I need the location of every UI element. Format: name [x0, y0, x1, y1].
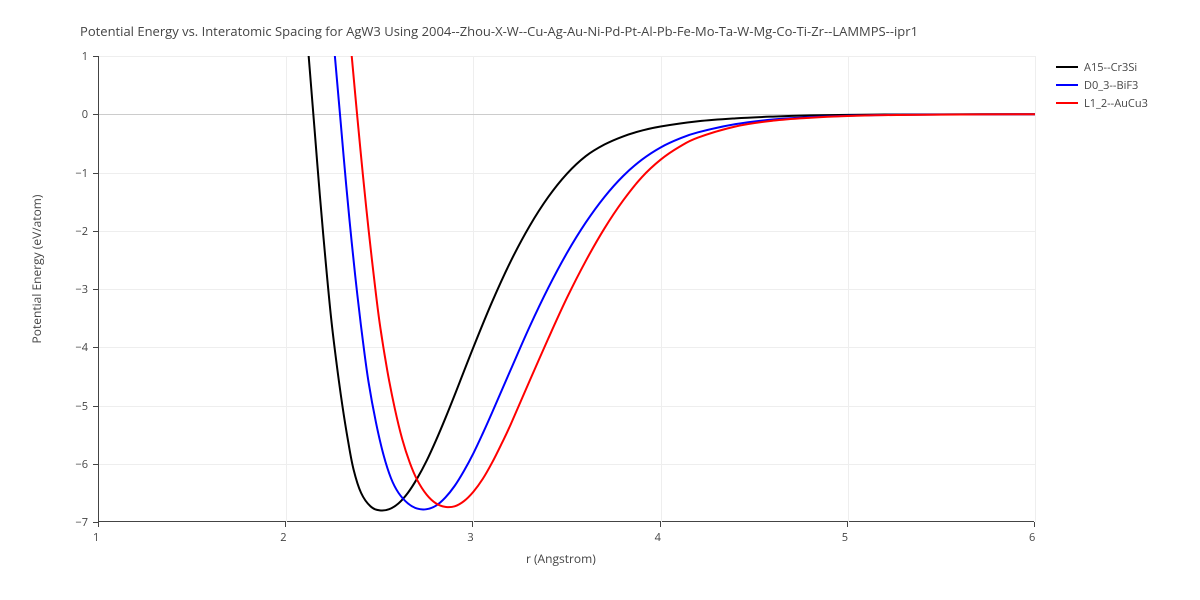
- y-tick-mark: [93, 406, 98, 407]
- y-tick-label: −7: [75, 515, 88, 530]
- legend-swatch: [1056, 84, 1078, 87]
- x-tick-mark: [847, 522, 848, 527]
- y-axis-label: Potential Energy (eV/atom): [28, 169, 45, 369]
- y-tick-mark: [93, 289, 98, 290]
- y-tick-mark: [93, 464, 98, 465]
- y-tick-label: 0: [82, 107, 88, 122]
- series-A15--Cr3Si: [309, 56, 1035, 511]
- y-tick-label: −6: [75, 457, 88, 472]
- legend-swatch: [1056, 102, 1078, 105]
- x-gridline: [1035, 56, 1036, 522]
- x-tick-label: 4: [655, 530, 661, 545]
- x-tick-mark: [285, 522, 286, 527]
- chart-title: Potential Energy vs. Interatomic Spacing…: [80, 22, 918, 40]
- legend: A15--Cr3Si D0_3--BiF3 L1_2--AuCu3: [1056, 58, 1148, 112]
- curves-svg: [99, 56, 1035, 522]
- x-tick-label: 3: [467, 530, 473, 545]
- plot-area: [98, 56, 1034, 522]
- x-tick-mark: [98, 522, 99, 527]
- x-tick-label: 1: [93, 530, 99, 545]
- x-tick-mark: [472, 522, 473, 527]
- x-tick-mark: [660, 522, 661, 527]
- legend-swatch: [1056, 66, 1078, 69]
- series-D0_3--BiF3: [335, 56, 1035, 510]
- legend-label: L1_2--AuCu3: [1084, 96, 1148, 111]
- legend-label: A15--Cr3Si: [1084, 60, 1137, 75]
- y-tick-label: −1: [75, 166, 88, 181]
- y-tick-mark: [93, 114, 98, 115]
- legend-item[interactable]: A15--Cr3Si: [1056, 58, 1148, 76]
- x-tick-label: 5: [842, 530, 848, 545]
- y-tick-label: −2: [75, 224, 88, 239]
- y-tick-mark: [93, 347, 98, 348]
- y-tick-label: −5: [75, 399, 88, 414]
- legend-label: D0_3--BiF3: [1084, 78, 1138, 93]
- x-tick-label: 2: [280, 530, 286, 545]
- x-axis-label: r (Angstrom): [526, 550, 596, 567]
- y-tick-mark: [93, 522, 98, 523]
- y-tick-label: 1: [82, 49, 88, 64]
- x-tick-mark: [1034, 522, 1035, 527]
- legend-item[interactable]: L1_2--AuCu3: [1056, 94, 1148, 112]
- y-tick-label: −3: [75, 282, 88, 297]
- y-tick-mark: [93, 56, 98, 57]
- legend-item[interactable]: D0_3--BiF3: [1056, 76, 1148, 94]
- y-tick-label: −4: [75, 340, 88, 355]
- y-tick-mark: [93, 231, 98, 232]
- series-L1_2--AuCu3: [352, 56, 1035, 507]
- y-tick-mark: [93, 173, 98, 174]
- x-tick-label: 6: [1029, 530, 1035, 545]
